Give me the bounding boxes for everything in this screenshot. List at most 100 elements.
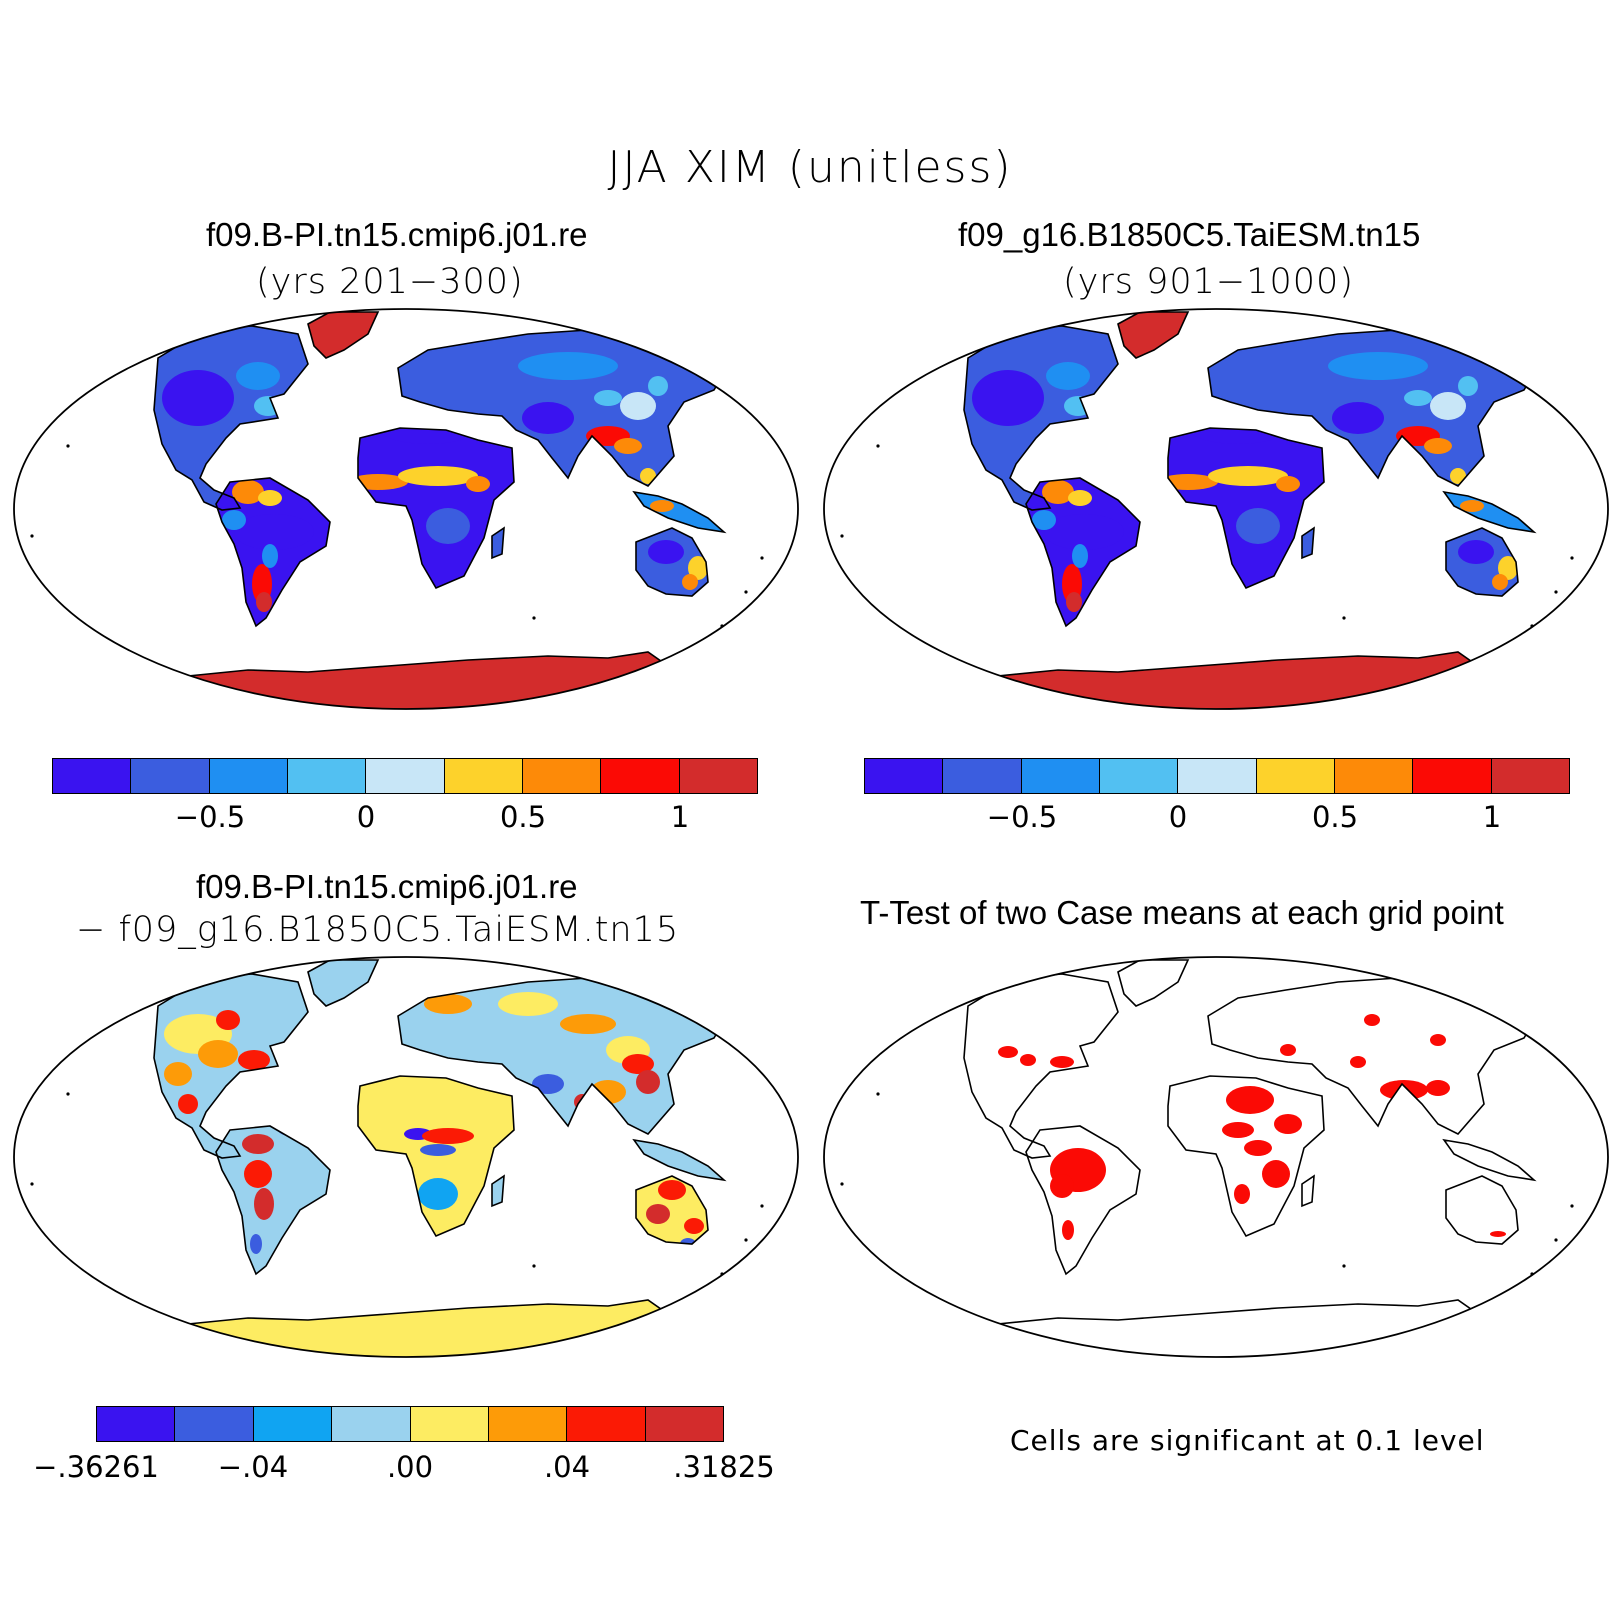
field-patch: [518, 352, 618, 380]
panel4-title: T-Test of two Case means at each grid po…: [860, 894, 1504, 931]
land-africa-fill: [358, 1076, 514, 1236]
island-dot: [1342, 616, 1346, 620]
coastline-madagascar: [491, 1174, 505, 1208]
field-patch: [1490, 1231, 1506, 1237]
colorbar-difference-swatch: [567, 1407, 646, 1441]
island-dot: [1554, 1238, 1558, 1242]
coastline-namerica: [963, 325, 1119, 511]
colorbar-difference-tick-label: .31825: [673, 1450, 775, 1484]
coastline-samerica: [1025, 477, 1141, 628]
field-patch: [636, 1070, 660, 1094]
coastline-africa: [1167, 1075, 1325, 1238]
field-patch: [398, 466, 478, 486]
field-patch: [1430, 392, 1466, 420]
colorbar-case1: [52, 758, 758, 794]
land-australia-fill: [1446, 1176, 1518, 1244]
land-greenland-fill: [308, 960, 378, 1006]
land-namerica-fill: [964, 974, 1118, 1158]
field-patch: [178, 1094, 198, 1114]
field-patch: [1032, 510, 1056, 530]
island-dot: [66, 1092, 70, 1096]
field-patch: [1276, 476, 1300, 492]
field-patch: [1020, 1054, 1036, 1066]
island-dot: [744, 590, 748, 594]
field-patch: [1244, 1140, 1272, 1156]
field-patch: [532, 1074, 564, 1094]
field-patch: [688, 556, 708, 580]
colorbar-case2-swatch: [1178, 759, 1257, 793]
land-africa-fill: [1168, 428, 1324, 588]
field-patch: [498, 992, 558, 1016]
field-patch: [1274, 1114, 1302, 1134]
field-patch: [1042, 480, 1074, 504]
field-patch: [1498, 556, 1518, 580]
field-patch: [1234, 1184, 1250, 1204]
field-patch: [1236, 508, 1280, 544]
coastline-africa: [357, 1075, 515, 1238]
field-patch: [198, 1040, 238, 1068]
colorbar-case1-swatch: [287, 759, 367, 793]
island-dot: [840, 1182, 844, 1186]
island-dot: [840, 534, 844, 538]
coastline-seasia: [632, 490, 727, 534]
coastline-samerica: [215, 477, 331, 628]
colorbar-case2-tick-label: −0.5: [986, 800, 1058, 834]
coastline-antarctica: [156, 1299, 670, 1357]
land-seasia-fill: [1444, 1140, 1534, 1180]
land-eurasia-fill: [1208, 978, 1538, 1134]
colorbar-case2-swatch: [1413, 759, 1492, 793]
coastline-australia: [635, 527, 709, 597]
field-patch: [1068, 490, 1092, 506]
colorbar-case1-tick-label: 0.5: [499, 800, 547, 834]
panel3-subtitle: − f09_g16.B1850C5.TaiESM.tn15: [76, 910, 680, 950]
island-dot: [30, 534, 34, 538]
land-seasia-fill: [634, 1140, 724, 1180]
field-patch: [594, 390, 622, 406]
coastline-africa: [357, 427, 515, 590]
field-patch: [256, 592, 272, 612]
island-dot: [744, 1238, 748, 1242]
map-panel-difference: [13, 956, 799, 1358]
field-patch: [222, 510, 246, 530]
field-patch: [684, 1218, 704, 1234]
island-dot: [30, 1182, 34, 1186]
colorbar-case2: [864, 758, 1570, 794]
colorbar-difference-swatch: [175, 1407, 254, 1441]
colorbar-difference-swatch: [645, 1407, 723, 1441]
field-patch: [1460, 500, 1484, 512]
land-africa-fill: [358, 428, 514, 588]
field-patch: [1450, 468, 1466, 484]
map-panel-case2: [823, 308, 1609, 710]
colorbar-difference-tick-label: .00: [386, 1450, 434, 1484]
field-patch: [1492, 574, 1508, 590]
colorbar-case1-swatch: [522, 759, 602, 793]
colorbar-difference-swatch: [332, 1407, 411, 1441]
field-patch: [250, 1234, 262, 1254]
panel3-title: f09.B-PI.tn15.cmip6.j01.re: [196, 868, 578, 905]
field-patch: [1430, 1034, 1446, 1046]
field-patch: [1426, 1080, 1450, 1096]
field-patch: [388, 1084, 468, 1104]
field-patch: [560, 1014, 616, 1034]
map-border: [13, 308, 799, 710]
colorbar-case2-swatch: [1256, 759, 1335, 793]
field-patch: [1262, 1160, 1290, 1188]
coastline-madagascar: [1301, 1174, 1315, 1208]
colorbar-difference-swatch: [488, 1407, 568, 1441]
coastline-samerica: [215, 1125, 331, 1276]
field-patch: [1072, 544, 1088, 568]
coastline-australia: [635, 1175, 709, 1245]
coastline-samerica: [1025, 1125, 1141, 1276]
colorbar-difference-tick-label: .04: [543, 1450, 591, 1484]
field-patch: [1050, 1056, 1074, 1068]
island-dot: [532, 616, 536, 620]
coastline-namerica: [153, 973, 309, 1159]
land-greenland-fill: [308, 312, 378, 358]
land-madagascar-fill: [1302, 528, 1314, 558]
field-patch: [234, 514, 314, 550]
field-patch: [614, 438, 642, 454]
colorbar-case2-swatch: [943, 759, 1022, 793]
field-patch: [1066, 592, 1082, 612]
colorbar-case2-swatch: [1021, 759, 1100, 793]
colorbar-case1-swatch: [131, 759, 210, 793]
